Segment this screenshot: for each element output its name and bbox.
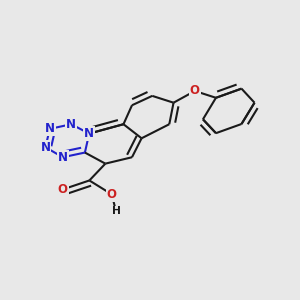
Text: O: O <box>190 85 200 98</box>
Text: N: N <box>84 127 94 140</box>
Text: N: N <box>58 151 68 164</box>
Text: O: O <box>107 188 117 201</box>
Text: N: N <box>45 122 55 135</box>
Text: N: N <box>40 141 50 154</box>
Text: H: H <box>112 206 121 216</box>
Text: O: O <box>58 183 68 196</box>
Text: N: N <box>66 118 76 131</box>
